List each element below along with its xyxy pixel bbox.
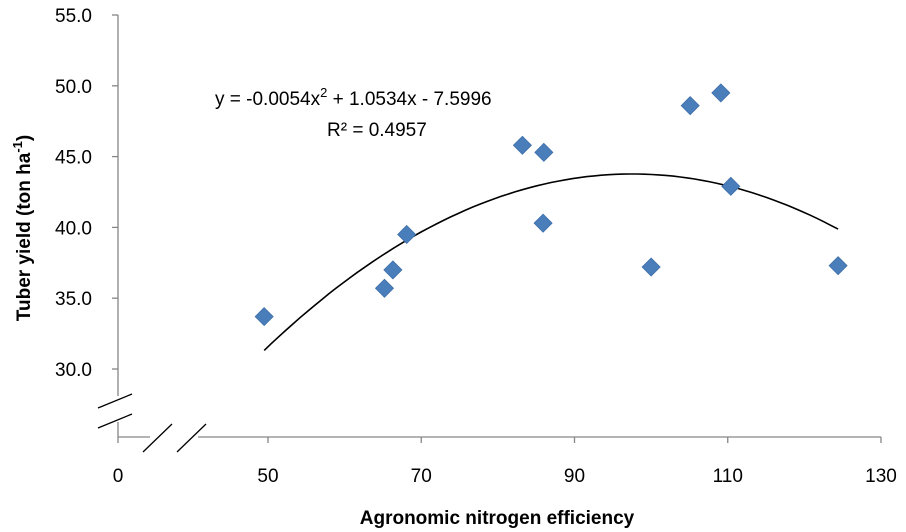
data-point [721, 176, 741, 196]
data-point [397, 224, 417, 245]
y-axis-break [97, 393, 133, 429]
x-axis-title: Agronomic nitrogen efficiency [360, 508, 635, 529]
data-point [534, 142, 554, 162]
data-point [254, 307, 274, 327]
data-point [533, 213, 553, 233]
x-tick-label: 130 [865, 466, 897, 487]
y-tick-label: 45.0 [55, 148, 92, 169]
data-point [512, 135, 532, 155]
y-axis-title: Tuber yield (ton ha-1) [10, 135, 35, 321]
y-tick-label: 55.0 [55, 6, 92, 27]
data-point [374, 278, 395, 298]
y-tick-label: 30.0 [55, 360, 92, 381]
data-point [711, 83, 731, 103]
data-point [383, 260, 403, 280]
x-tick-label: 110 [713, 466, 743, 487]
data-point [680, 96, 700, 116]
data-point [641, 257, 661, 277]
x-tick-label: 50 [257, 466, 278, 487]
x-ticks: 50 70 90 110 130 [117, 437, 897, 487]
data-point [828, 256, 848, 276]
x-tick-label: 70 [411, 466, 432, 487]
r-squared-label: R² = 0.4957 [327, 120, 427, 141]
y-ticks: 30.0 35.0 40.0 45.0 50.0 55.0 [55, 6, 118, 381]
x-tick-label: 90 [564, 466, 585, 487]
y-tick-label: 35.0 [55, 289, 92, 310]
trendline-curve [263, 173, 839, 351]
x-axis-break [142, 423, 207, 453]
data-points [254, 83, 848, 327]
y-tick-label: 40.0 [55, 218, 92, 239]
x-tick-label-zero: 0 [113, 466, 124, 487]
trendline-equation: y = -0.0054x2 + 1.0534x - 7.5996 [215, 85, 492, 110]
y-tick-label: 50.0 [55, 77, 92, 98]
